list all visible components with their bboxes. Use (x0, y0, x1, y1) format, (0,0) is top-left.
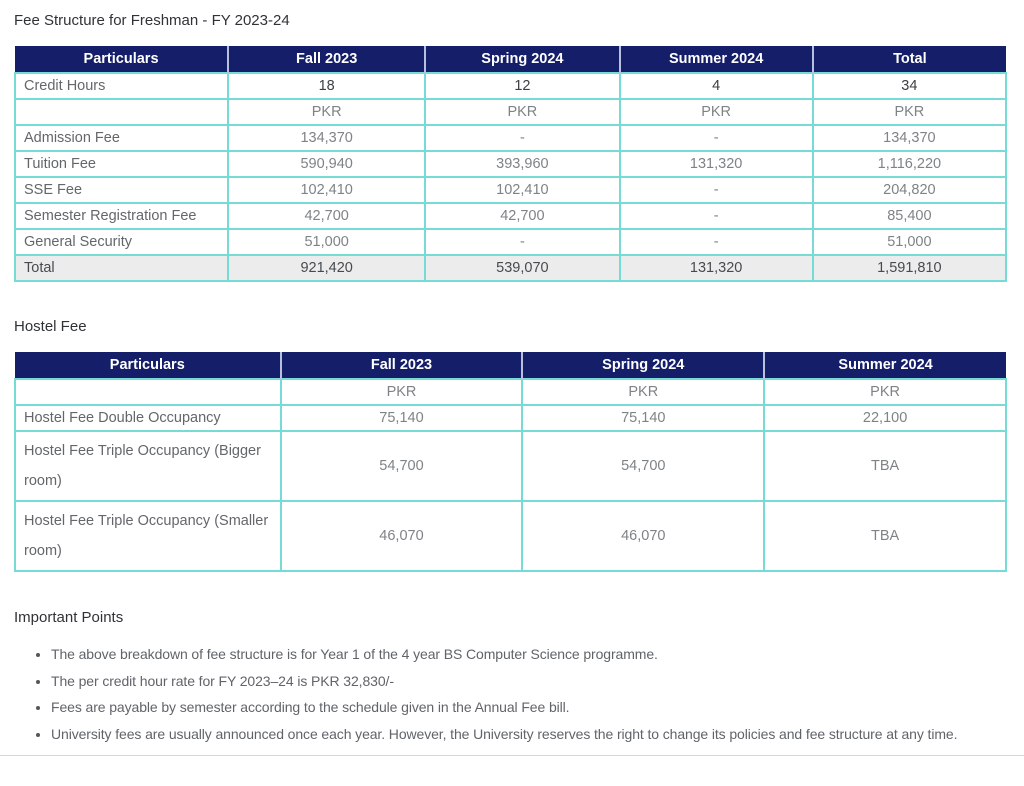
table-row: PKR PKR PKR (14, 378, 1007, 406)
table-row: Hostel Fee Triple Occupancy (Smaller roo… (14, 500, 1007, 572)
row-label-cell: Total (13, 254, 230, 282)
value-cell: PKR (618, 98, 814, 126)
row-label-cell: General Security (13, 228, 230, 256)
value-cell: 4 (618, 72, 814, 100)
value-cell: 131,320 (618, 254, 814, 282)
column-header: Summer 2024 (618, 46, 813, 73)
table-header-row: Particulars Fall 2023 Spring 2024 Summer 20… (15, 352, 1006, 379)
value-cell: 51,000 (811, 228, 1008, 256)
fee-structure-table: Particulars Fall 2023 Spring 2024 Summer 20… (13, 46, 1008, 282)
row-label-cell: Credit Hours (13, 72, 230, 100)
table-row: Total 921,420 539,070 131,320 1,591,810 (13, 254, 1008, 282)
row-label-cell: Hostel Fee Triple Occupancy (Bigger room… (14, 430, 282, 502)
value-cell: 134,370 (811, 124, 1008, 152)
column-header: Fall 2023 (227, 46, 426, 73)
value-cell: PKR (521, 378, 766, 406)
value-cell: 102,410 (227, 176, 427, 204)
page-title: Fee Structure for Freshman - FY 2023-24 (14, 12, 290, 29)
important-points-list: The above breakdown of fee structure is … (14, 646, 1007, 742)
value-cell: 1,591,810 (811, 254, 1008, 282)
table-row: PKR PKR PKR PKR (13, 98, 1008, 126)
value-cell: TBA (763, 500, 1007, 572)
table-row: General Security 51,000- -51,000 (13, 228, 1008, 256)
table-row: Semester Registration Fee 42,700 42,700-85… (13, 202, 1008, 230)
value-cell: 22,100 (763, 404, 1007, 432)
value-cell: 46,070 (521, 500, 766, 572)
value-cell: PKR (763, 378, 1007, 406)
value-cell: - (618, 176, 814, 204)
value-cell: 75,140 (521, 404, 766, 432)
hostel-fee-heading: Hostel Fee (14, 318, 87, 335)
row-label-cell (14, 378, 282, 406)
hostel-fee-table-body: PKR PKR PKR Hostel Fee Double Occupancy 75,1… (14, 378, 1007, 572)
value-cell: PKR (811, 98, 1008, 126)
value-cell: 131,320 (618, 150, 814, 178)
value-cell: 921,420 (227, 254, 427, 282)
value-cell: PKR (227, 98, 427, 126)
value-cell: 102,410 (424, 176, 621, 204)
fee-structure-table-header: Particulars Fall 2023 Spring 2024 Summer 20… (15, 46, 1006, 73)
table-row: Hostel Fee Double Occupancy 75,140 75,140 2… (14, 404, 1007, 432)
value-cell: 539,070 (424, 254, 621, 282)
table-row: Hostel Fee Triple Occupancy (Bigger room… (14, 430, 1007, 502)
row-label-cell: Tuition Fee (13, 150, 230, 178)
fee-structure-table-body: Credit Hours 18 12 4 34 PKR PKR PKR PKR Admission… (13, 72, 1008, 282)
hostel-fee-table: Particulars Fall 2023 Spring 2024 Summer 20… (14, 352, 1007, 572)
bottom-divider (0, 754, 1024, 756)
value-cell: PKR (279, 378, 524, 406)
column-header: Summer 2024 (763, 352, 1006, 379)
value-cell: 42,700 (227, 202, 427, 230)
value-cell: 34 (811, 72, 1008, 100)
value-cell: 204,820 (811, 176, 1008, 204)
value-cell: 1,116,220 (811, 150, 1008, 178)
row-label-cell (13, 98, 230, 126)
row-label-cell: Hostel Fee Triple Occupancy (Smaller roo… (14, 500, 282, 572)
value-cell: 51,000 (227, 228, 427, 256)
value-cell: - (424, 228, 621, 256)
value-cell: 590,940 (227, 150, 427, 178)
column-header: Spring 2024 (521, 352, 765, 379)
value-cell: 85,400 (811, 202, 1008, 230)
table-row: Credit Hours 18 12 4 34 (13, 72, 1008, 100)
value-cell: - (618, 124, 814, 152)
bullet-item: Fees are payable by semester according t… (51, 699, 1007, 715)
value-cell: 54,700 (279, 430, 524, 502)
table-header-row: Particulars Fall 2023 Spring 2024 Summer 20… (15, 46, 1006, 73)
row-label-cell: Admission Fee (13, 124, 230, 152)
bullet-item: The per credit hour rate for FY 2023–24 … (51, 673, 1007, 689)
value-cell: - (424, 124, 621, 152)
value-cell: 393,960 (424, 150, 621, 178)
column-header: Particulars (15, 46, 229, 73)
important-points-heading: Important Points (14, 609, 124, 626)
hostel-fee-table-header: Particulars Fall 2023 Spring 2024 Summer 20… (15, 352, 1006, 379)
column-header: Particulars (15, 352, 281, 379)
value-cell: - (618, 228, 814, 256)
value-cell: 12 (424, 72, 621, 100)
value-cell: TBA (763, 430, 1007, 502)
row-label-cell: SSE Fee (13, 176, 230, 204)
value-cell: - (618, 202, 814, 230)
value-cell: 134,370 (227, 124, 427, 152)
value-cell: 54,700 (521, 430, 766, 502)
table-row: Admission Fee 134,370- -134,370 (13, 124, 1008, 152)
value-cell: 18 (227, 72, 427, 100)
table-row: Tuition Fee 590,940 393,960 131,320 1,116,22… (13, 150, 1008, 178)
bullet-item: University fees are usually announced on… (51, 726, 1007, 742)
bullet-item: The above breakdown of fee structure is … (51, 646, 1007, 662)
row-label-cell: Hostel Fee Double Occupancy (14, 404, 282, 432)
row-label-cell: Semester Registration Fee (13, 202, 230, 230)
value-cell: 46,070 (279, 500, 524, 572)
table-row: SSE Fee 102,410 102,410-204,820 (13, 176, 1008, 204)
value-cell: 42,700 (424, 202, 621, 230)
column-header: Total (811, 46, 1006, 73)
value-cell: PKR (424, 98, 621, 126)
column-header: Fall 2023 (279, 352, 523, 379)
value-cell: 75,140 (279, 404, 524, 432)
column-header: Spring 2024 (424, 46, 620, 73)
